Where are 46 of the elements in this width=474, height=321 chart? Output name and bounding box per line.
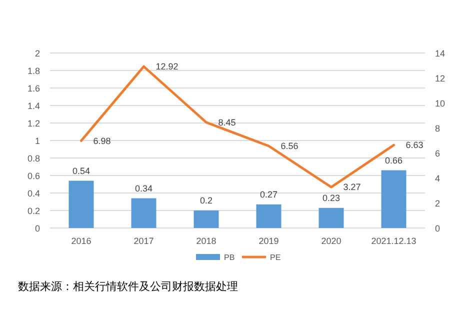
data-label: 12.92 [156, 62, 178, 72]
data-label: 6.63 [406, 140, 424, 150]
bar [318, 208, 344, 228]
bar [131, 198, 156, 228]
y2-tick-label: 2 [435, 198, 440, 208]
y-tick-label: 2 [34, 48, 40, 58]
y2-tick-label: 0 [435, 224, 440, 234]
x-tick-label: 2018 [196, 236, 216, 246]
data-label: 3.27 [343, 182, 361, 192]
y-tick-label: 1.4 [27, 101, 40, 111]
y-tick-label: 0.6 [27, 171, 40, 181]
bar [68, 180, 94, 228]
data-label: 0.27 [260, 189, 278, 200]
data-label: 6.56 [280, 141, 298, 151]
y-tick-label: 0.2 [27, 206, 40, 216]
legend-label: PE [270, 253, 281, 262]
legend-label: PB [224, 253, 235, 262]
y-tick-label: 1.8 [27, 66, 40, 76]
bar [381, 170, 406, 228]
y2-tick-label: 10 [435, 98, 446, 108]
y2-tick-label: 4 [435, 174, 440, 184]
y-tick-label: 1.2 [27, 118, 40, 128]
data-label: 6.98 [93, 136, 111, 146]
y-tick-label: 0 [34, 224, 40, 234]
data-label: 8.45 [218, 117, 236, 128]
y2-tick-label: 8 [435, 124, 440, 134]
y-tick-label: 0.8 [27, 154, 40, 164]
source-note: 数据来源：相关行情软件及公司财报数据处理 [18, 280, 238, 293]
bar [194, 210, 219, 228]
y-tick-label: 0.4 [27, 188, 40, 198]
x-tick-label: 2017 [134, 236, 154, 246]
y2-tick-label: 6 [435, 148, 440, 158]
x-tick-label: 2021.12.13 [371, 236, 416, 246]
y2-tick-label: 12 [435, 74, 446, 84]
y2-tick-label: 14 [435, 48, 446, 58]
x-tick-label: 2016 [71, 236, 92, 246]
data-label: 0.54 [72, 166, 90, 176]
x-tick-label: 2020 [321, 236, 342, 246]
data-label: 0.23 [322, 192, 340, 203]
data-label: 0.34 [134, 183, 153, 194]
y-tick-label: 1 [34, 136, 40, 146]
data-label: 0.2 [200, 196, 213, 206]
y-tick-label: 1.6 [27, 84, 40, 94]
bar [256, 204, 282, 228]
data-label: 0.66 [384, 155, 403, 166]
x-tick-label: 2019 [258, 236, 279, 246]
